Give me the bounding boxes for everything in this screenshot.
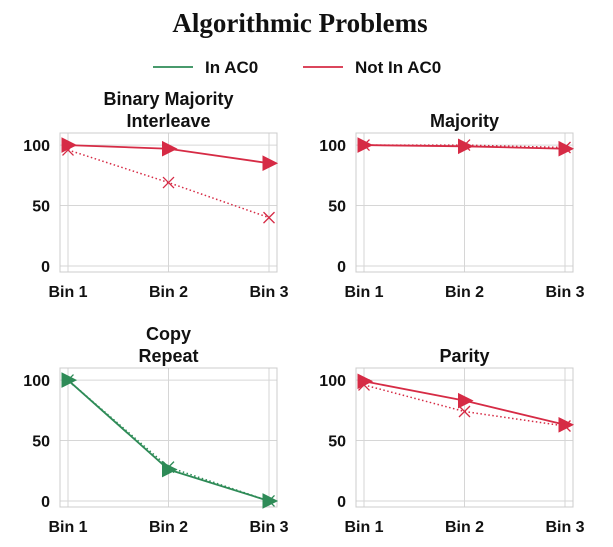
y-tick-label: 50 — [328, 434, 346, 451]
data-point-triangle-marker — [357, 373, 374, 390]
x-tick-label: Bin 1 — [48, 284, 87, 301]
y-tick-label: 50 — [328, 199, 346, 216]
x-tick-label: Bin 3 — [545, 519, 584, 536]
plot-frame — [355, 132, 574, 273]
subplot-title-line: Copy — [146, 324, 191, 344]
y-tick-label: 0 — [337, 494, 346, 511]
subplot-majority: Majority 0 50 100 Bin 1 Bin 2 Bin 3 — [319, 111, 584, 301]
x-tick-label: Bin 2 — [149, 284, 188, 301]
data-point-triangle-marker — [558, 140, 575, 157]
data-point-x-marker — [263, 211, 275, 224]
data-point-triangle-marker — [61, 137, 78, 153]
x-tick-label: Bin 3 — [249, 519, 288, 536]
figure-title: Algorithmic Problems — [172, 8, 427, 38]
data-point-triangle-marker — [61, 372, 78, 388]
data-point-x-marker — [458, 405, 471, 418]
data-point-triangle-marker — [357, 137, 374, 153]
y-tick-label: 100 — [319, 373, 346, 390]
data-point-triangle-marker — [162, 140, 178, 157]
data-point-triangle-marker — [558, 416, 575, 433]
x-tick-label: Bin 2 — [149, 519, 188, 536]
data-point-triangle-marker — [262, 493, 279, 509]
data-point-triangle-marker — [458, 138, 474, 155]
y-tick-label: 50 — [32, 199, 50, 216]
y-tick-label: 0 — [41, 259, 50, 276]
subplot-title-line: Repeat — [138, 346, 198, 366]
data-point-triangle-marker — [162, 461, 178, 478]
plot-frame — [59, 367, 278, 508]
x-tick-label: Bin 1 — [344, 519, 383, 536]
data-point-triangle-marker — [262, 155, 279, 172]
x-tick-label: Bin 1 — [48, 519, 87, 536]
subplot-title-line: Parity — [439, 346, 489, 366]
data-point-triangle-marker — [458, 392, 474, 409]
legend-label-not-in-ac0: Not In AC0 — [355, 58, 441, 77]
x-tick-label: Bin 2 — [445, 284, 484, 301]
y-tick-label: 0 — [337, 259, 346, 276]
plot-frame — [355, 367, 574, 508]
y-tick-label: 100 — [319, 138, 346, 155]
subplot-title-line: Interleave — [126, 111, 210, 131]
subplot-title-line: Binary Majority — [103, 89, 233, 109]
data-point-x-marker — [162, 176, 175, 189]
x-tick-label: Bin 2 — [445, 519, 484, 536]
plot-frame — [59, 132, 278, 273]
y-tick-label: 100 — [23, 138, 50, 155]
x-tick-label: Bin 3 — [249, 284, 288, 301]
legend-label-in-ac0: In AC0 — [205, 58, 258, 77]
y-tick-label: 50 — [32, 434, 50, 451]
subplot-parity: Parity 0 50 100 Bin 1 Bin 2 Bin 3 — [319, 346, 584, 536]
series-line-dotted — [67, 149, 270, 219]
legend: In AC0 Not In AC0 — [153, 58, 441, 77]
subplot-title-line: Majority — [430, 111, 499, 131]
x-tick-label: Bin 3 — [545, 284, 584, 301]
y-tick-label: 100 — [23, 373, 50, 390]
x-tick-label: Bin 1 — [344, 284, 383, 301]
y-tick-label: 0 — [41, 494, 50, 511]
